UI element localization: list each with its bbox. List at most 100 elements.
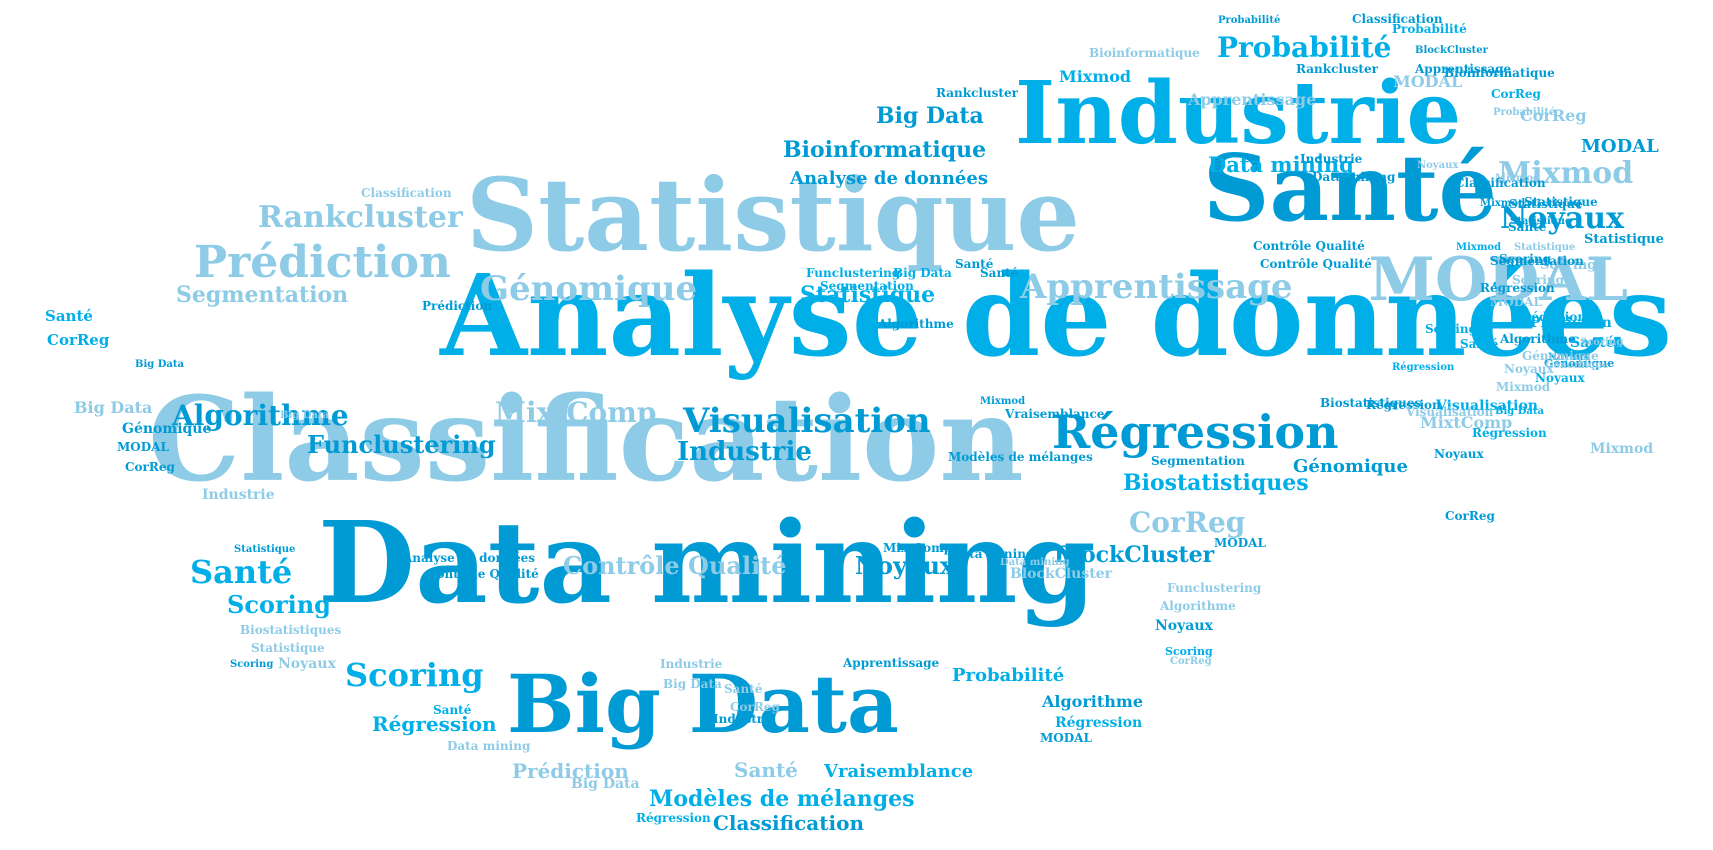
- word-classification: Classification: [148, 372, 1024, 508]
- word-apprentissage: Apprentissage: [1187, 90, 1316, 109]
- word-data-mining: Data mining: [447, 739, 531, 753]
- word-visualisation: Visualisation: [1405, 405, 1494, 419]
- word-scoring: Scoring: [1540, 258, 1596, 273]
- word-regression: Régression: [1052, 405, 1339, 459]
- word-mixtcomp: MixtComp: [883, 541, 952, 555]
- word-data-mining: Data mining: [1208, 152, 1354, 177]
- word-big-data: Big Data: [74, 398, 152, 417]
- word-modeles-de-melanges: Modèles de mélanges: [948, 450, 1093, 464]
- word-correg: CorReg: [1129, 506, 1245, 539]
- word-sante: Santé: [980, 266, 1019, 280]
- word-modeles-de-melanges: Modèles de mélanges: [649, 786, 915, 812]
- word-noyaux: Noyaux: [1500, 201, 1625, 236]
- word-algorithme: Algorithme: [877, 317, 954, 331]
- word-probabilite: Probabilité: [1217, 31, 1391, 64]
- word-mixmod: Mixmod: [1495, 173, 1540, 184]
- word-bioinformatique: Bioinformatique: [1089, 46, 1200, 60]
- word-controle-qualite: Contrôle Qualité: [427, 567, 539, 581]
- word-vraisemblance: Vraisemblance: [1004, 407, 1105, 421]
- word-statistique: Statistique: [800, 282, 935, 308]
- word-noyaux: Noyaux: [1504, 362, 1554, 376]
- word-analyse-de-donnees: Analyse de données: [439, 251, 1672, 382]
- word-analyse-de-donnees: Analyse de données: [789, 168, 988, 189]
- word-mixmod: Mixmod: [1059, 67, 1131, 86]
- word-noyaux: Noyaux: [1417, 160, 1459, 171]
- word-controle-qualite: Contrôle Qualité: [1253, 239, 1365, 253]
- word-rankcluster: Rankcluster: [258, 200, 464, 235]
- word-rankcluster: Rankcluster: [936, 86, 1019, 100]
- word-regression: Régression: [1055, 715, 1142, 731]
- word-biostatistiques: Biostatistiques: [1320, 396, 1421, 410]
- word-data-mining: Data mining: [318, 498, 1096, 629]
- word-mixtcomp: MixtComp: [495, 396, 656, 429]
- word-genomique: Génomique: [1544, 357, 1614, 370]
- word-probabilite: Probabilité: [1493, 107, 1555, 118]
- word-mixmod: Mixmod: [1480, 198, 1525, 209]
- word-prediction: Prédiction: [194, 237, 451, 288]
- word-probabilite: Probabilité: [952, 665, 1064, 686]
- word-mixtcomp: MixtComp: [1420, 413, 1512, 432]
- word-regression: Régression: [372, 712, 497, 736]
- word-big-data: Big Data: [571, 776, 640, 792]
- word-statistique: Statistique: [251, 641, 325, 655]
- word-statistique: Statistique: [1514, 242, 1575, 253]
- word-noyaux: Noyaux: [278, 656, 337, 672]
- word-genomique: Génomique: [480, 269, 697, 309]
- word-noyaux: Noyaux: [1548, 352, 1590, 363]
- word-big-data: Big Data: [280, 410, 329, 421]
- word-regression: Régression: [636, 811, 711, 825]
- word-modal: MODAL: [1393, 72, 1462, 91]
- word-modal: MODAL: [1214, 536, 1266, 550]
- word-correg: CorReg: [125, 460, 175, 474]
- word-correg: CorReg: [1170, 656, 1212, 667]
- word-industrie: Industrie: [1300, 152, 1363, 166]
- word-classification: Classification: [1455, 176, 1546, 190]
- word-sante: Santé: [1203, 134, 1497, 242]
- word-segmentation: Segmentation: [1151, 454, 1245, 468]
- word-scoring: Scoring: [1499, 252, 1552, 266]
- word-industrie: Industrie: [677, 437, 812, 467]
- word-controle-qualite: Contrôle Qualité: [563, 551, 787, 580]
- word-correg: CorReg: [1491, 87, 1541, 101]
- word-industrie: Industrie: [660, 657, 723, 671]
- word-visualisation: Visualisation: [682, 401, 931, 441]
- word-funclustering: Funclustering: [307, 430, 496, 459]
- word-statistique: Statistique: [466, 156, 1080, 274]
- word-bioinformatique: Bioinformatique: [1444, 66, 1555, 80]
- word-data-mining: Data mining: [1000, 557, 1069, 568]
- word-biostatistiques: Biostatistiques: [1123, 470, 1309, 496]
- word-classification: Classification: [1352, 12, 1443, 26]
- word-big-data: Big Data: [893, 266, 952, 280]
- word-statistique: Statistique: [234, 544, 295, 555]
- word-classification: Classification: [361, 186, 452, 200]
- word-big-data: Big Data: [663, 677, 722, 691]
- word-blockcluster: BlockCluster: [1010, 566, 1113, 582]
- word-big-data: Big Data: [876, 103, 984, 129]
- word-scoring: Scoring: [230, 659, 273, 670]
- word-genomique: Génomique: [122, 421, 211, 437]
- word-controle-qualite: Contrôle Qualité: [1260, 257, 1372, 271]
- word-algorithme: Algorithme: [1041, 692, 1143, 711]
- word-prediction: Prédiction: [1516, 310, 1586, 324]
- word-sante: Santé: [433, 703, 472, 717]
- word-scoring: Scoring: [345, 656, 484, 694]
- word-statistique: Statistique: [1524, 195, 1598, 209]
- word-segmentation: Segmentation: [1490, 254, 1584, 268]
- word-industrie: Industrie: [1015, 63, 1461, 164]
- word-sante: Santé: [955, 257, 994, 271]
- word-scoring: Scoring: [1425, 322, 1478, 336]
- word-modal: MODAL: [1490, 295, 1542, 309]
- word-scoring: Scoring: [1580, 337, 1623, 348]
- word-big-data: Big Data: [135, 359, 184, 370]
- word-funclustering: Funclustering: [1167, 581, 1262, 595]
- word-statistique: Statistique: [1510, 216, 1571, 227]
- word-genomique: Génomique: [1293, 456, 1408, 477]
- word-mixmod: Mixmod: [1456, 242, 1501, 253]
- word-regression: Régression: [1366, 398, 1441, 412]
- word-apprentissage: Apprentissage: [1414, 62, 1512, 76]
- word-probabilite: Probabilité: [1218, 15, 1280, 26]
- word-apprentissage: Apprentissage: [1019, 267, 1293, 307]
- word-statistique: Statistique: [1509, 197, 1583, 211]
- word-apprentissage: Apprentissage: [842, 656, 940, 670]
- word-noyaux: Noyaux: [1155, 618, 1214, 634]
